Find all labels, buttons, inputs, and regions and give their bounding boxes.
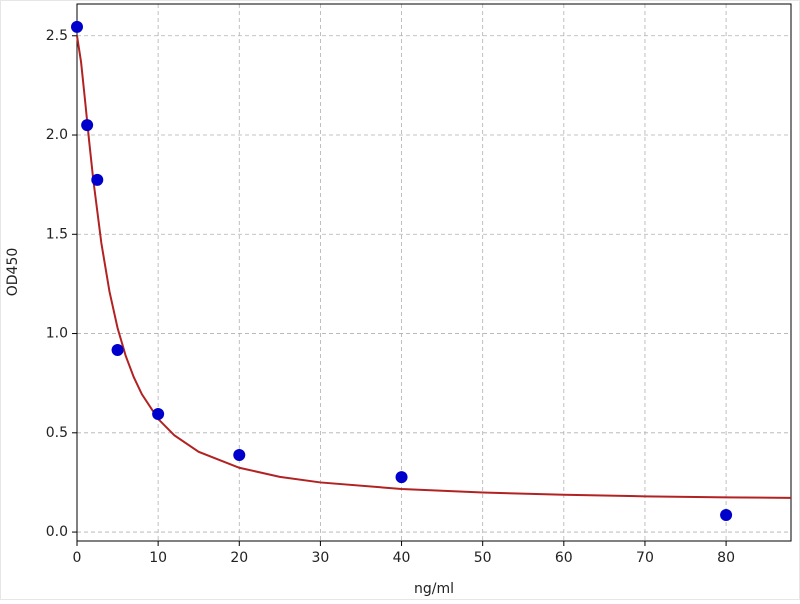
y-tick-label: 2.0 — [46, 127, 68, 143]
data-point — [152, 407, 165, 420]
plot-frame — [76, 3, 792, 542]
data-point — [395, 471, 408, 484]
x-tick-label: 50 — [474, 550, 492, 566]
x-tick-label: 30 — [311, 550, 329, 566]
x-axis-label: ng/ml — [414, 581, 454, 597]
data-point — [81, 119, 94, 132]
x-tick-label: 60 — [555, 550, 573, 566]
y-tick-label: 1.5 — [46, 226, 68, 242]
data-point — [91, 173, 104, 186]
x-tick-label: 20 — [230, 550, 248, 566]
data-point — [111, 344, 124, 357]
x-tick-label: 10 — [149, 550, 167, 566]
y-axis-label: OD450 — [5, 248, 21, 297]
y-tick-label: 1.0 — [46, 326, 68, 342]
x-tick-label: 70 — [636, 550, 654, 566]
y-tick-label: 0.5 — [46, 425, 68, 441]
data-point — [720, 508, 733, 521]
x-tick-label: 40 — [393, 550, 411, 566]
x-tick-label: 80 — [717, 550, 735, 566]
y-tick-label: 0.0 — [46, 524, 68, 540]
data-point — [71, 20, 83, 33]
x-tick-label: 0 — [73, 550, 82, 566]
data-point — [233, 449, 246, 462]
y-tick-label: 2.5 — [46, 28, 68, 44]
